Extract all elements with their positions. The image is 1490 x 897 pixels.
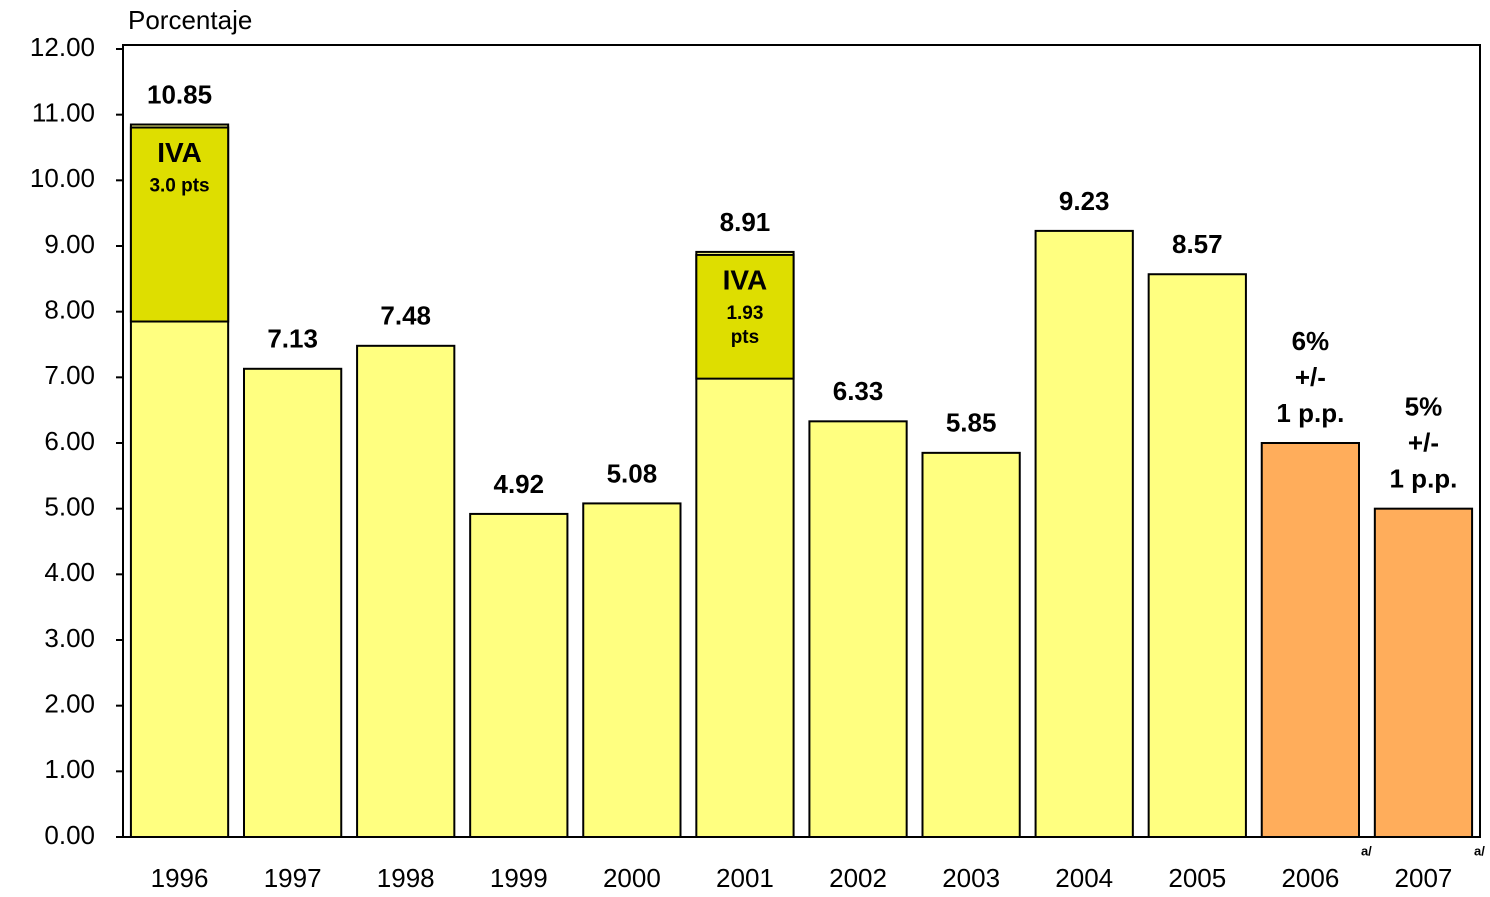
value-label: 1 p.p. [1276, 398, 1344, 428]
bar [356, 344, 456, 838]
segment-name: IVA [157, 137, 202, 168]
x-tick-label: 2000 [603, 863, 661, 893]
value-label: +/- [1295, 362, 1326, 392]
segment-label: 1.93 [726, 303, 763, 324]
value-label: 7.48 [380, 301, 431, 331]
bar [808, 420, 908, 838]
y-tick-label: 8.00 [44, 295, 95, 325]
bar [1373, 507, 1474, 838]
value-label: 6.33 [833, 376, 884, 406]
value-label: 5.08 [607, 458, 658, 488]
plot-frame [122, 44, 1481, 838]
y-tick-label: 12.00 [30, 32, 95, 62]
y-tick-label: 11.00 [32, 98, 95, 128]
y-tick-label: 5.00 [44, 492, 95, 522]
value-label: 4.92 [493, 469, 544, 499]
category-note: a/ [1474, 843, 1485, 858]
value-label: 5% [1405, 392, 1443, 422]
value-label: 10.85 [147, 79, 212, 109]
value-label: 6% [1292, 326, 1330, 356]
x-tick-label: 2002 [829, 863, 887, 893]
category-note: a/ [1361, 843, 1372, 858]
y-tick-label: 4.00 [44, 557, 95, 587]
y-tick-label: 7.00 [44, 360, 95, 390]
y-tick-label: 10.00 [30, 163, 95, 193]
segment-label: 3.0 pts [149, 176, 209, 197]
segment-name: IVA [723, 264, 768, 295]
bar [1147, 273, 1247, 838]
bar [242, 367, 343, 838]
x-tick-label: 2001 [716, 863, 774, 893]
bar [469, 512, 569, 838]
x-tick-label: 1999 [490, 863, 548, 893]
bar [921, 451, 1021, 838]
value-label: 1 p.p. [1390, 464, 1458, 494]
value-label: 8.57 [1172, 229, 1223, 259]
x-tick-label: 1997 [264, 863, 322, 893]
y-tick-label: 9.00 [44, 229, 95, 259]
x-tick-label: 2007 [1395, 863, 1453, 893]
iva-segment [695, 253, 795, 380]
value-label: 8.91 [720, 207, 771, 237]
y-tick-label: 1.00 [44, 754, 95, 784]
bar [1260, 442, 1361, 838]
axis-title: Porcentaje [128, 5, 252, 35]
value-label: +/- [1408, 428, 1439, 458]
y-tick-label: 3.00 [44, 623, 95, 653]
value-label: 5.85 [946, 408, 997, 438]
iva-segment [129, 126, 230, 323]
x-tick-label: 2005 [1168, 863, 1226, 893]
segment-label: pts [731, 327, 760, 348]
x-tick-label: 2003 [942, 863, 1000, 893]
value-label: 7.13 [267, 324, 318, 354]
value-label: 9.23 [1059, 186, 1110, 216]
x-tick-label: 1998 [377, 863, 435, 893]
x-tick-label: 1996 [151, 863, 209, 893]
y-tick-label: 6.00 [44, 426, 95, 456]
x-tick-label: 2004 [1055, 863, 1113, 893]
y-tick-label: 2.00 [44, 689, 95, 719]
x-tick-label: 2006 [1281, 863, 1339, 893]
bar [1034, 229, 1134, 838]
y-tick-label: 0.00 [44, 820, 95, 850]
bar [582, 502, 682, 838]
